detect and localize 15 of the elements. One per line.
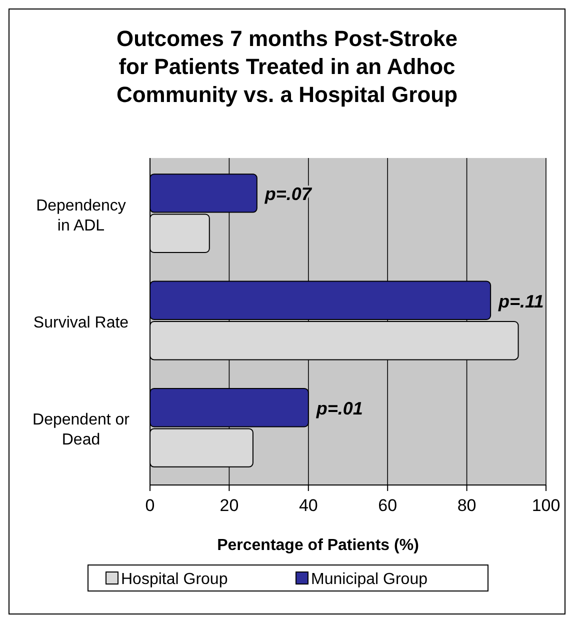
y-tick-label: Dependent or Dead: [32, 412, 130, 449]
x-tick-label: 20: [220, 496, 239, 515]
annotation: p=.01: [315, 398, 363, 419]
x-tick-label: 60: [378, 496, 398, 515]
x-axis-title: Percentage of Patients (%): [217, 537, 419, 554]
y-tick-label: Survival Rate: [33, 314, 129, 332]
chart-title: Outcomes 7 months Post-Stroke for Patients Treated in an Adhoc Community vs. a Hospital Group: [116, 26, 458, 107]
legend-label: Municipal Group: [311, 571, 428, 588]
y-tick-label: Dependency in ADL: [36, 197, 126, 234]
x-tick-label: 80: [457, 496, 476, 515]
x-tick-label: 0: [145, 496, 155, 515]
annotation: p=.11: [498, 291, 544, 312]
x-tick-label: 100: [532, 496, 560, 515]
legend-label: Hospital Group: [121, 571, 228, 588]
x-tick-label: 40: [298, 496, 318, 515]
